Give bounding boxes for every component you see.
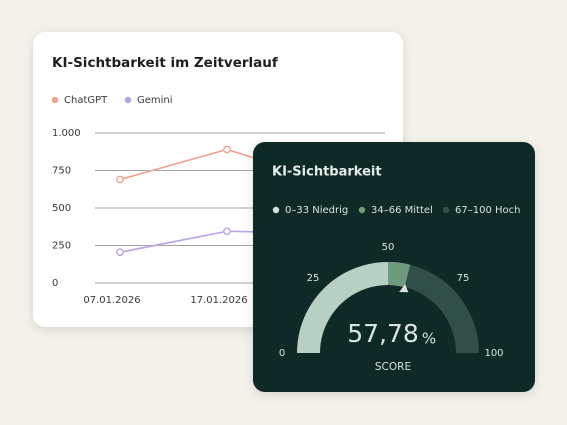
legend-swatch <box>442 206 450 214</box>
legend-swatch <box>272 206 280 214</box>
legend-label: 0–33 Niedrig <box>285 205 348 216</box>
y-tick-label: 1.000 <box>52 128 81 139</box>
y-tick-label: 500 <box>52 203 71 214</box>
gauge-card: KI-Sichtbarkeit 0–33 Niedrig 34–66 Mittel… <box>253 142 535 392</box>
y-tick-label: 0 <box>52 278 58 289</box>
legend-label: ChatGPT <box>64 95 108 106</box>
gauge-tick-label: 0 <box>279 348 285 359</box>
gauge-tick-label: 100 <box>484 348 503 359</box>
x-tick-label: 07.01.2026 <box>83 295 140 306</box>
legend-swatch <box>358 206 366 214</box>
legend-label: Gemini <box>137 95 173 106</box>
gauge-current <box>388 262 411 288</box>
gauge-tick-label: 50 <box>382 242 395 253</box>
data-point <box>223 227 231 236</box>
data-point <box>116 248 124 257</box>
legend-swatch <box>51 96 59 104</box>
y-tick-label: 250 <box>52 241 71 252</box>
gauge-fill <box>297 262 411 353</box>
legend-swatch <box>124 96 132 104</box>
gauge-tick-label: 75 <box>457 273 470 284</box>
score-label: SCORE <box>375 361 411 373</box>
legend-label: 34–66 Mittel <box>371 205 433 216</box>
legend-label: 67–100 Hoch <box>455 205 520 216</box>
data-point <box>223 145 231 154</box>
score-unit: % <box>422 330 436 348</box>
chart-title: KI-Sichtbarkeit im Zeitverlauf <box>52 55 278 71</box>
data-point <box>116 175 124 184</box>
gauge-tick-label: 25 <box>307 273 320 284</box>
score-value: 57,78 <box>347 319 419 348</box>
x-tick-label: 17.01.2026 <box>190 295 247 306</box>
gauge-marker <box>399 284 409 293</box>
chart-title: KI-Sichtbarkeit <box>272 165 382 180</box>
y-tick-label: 750 <box>52 166 71 177</box>
